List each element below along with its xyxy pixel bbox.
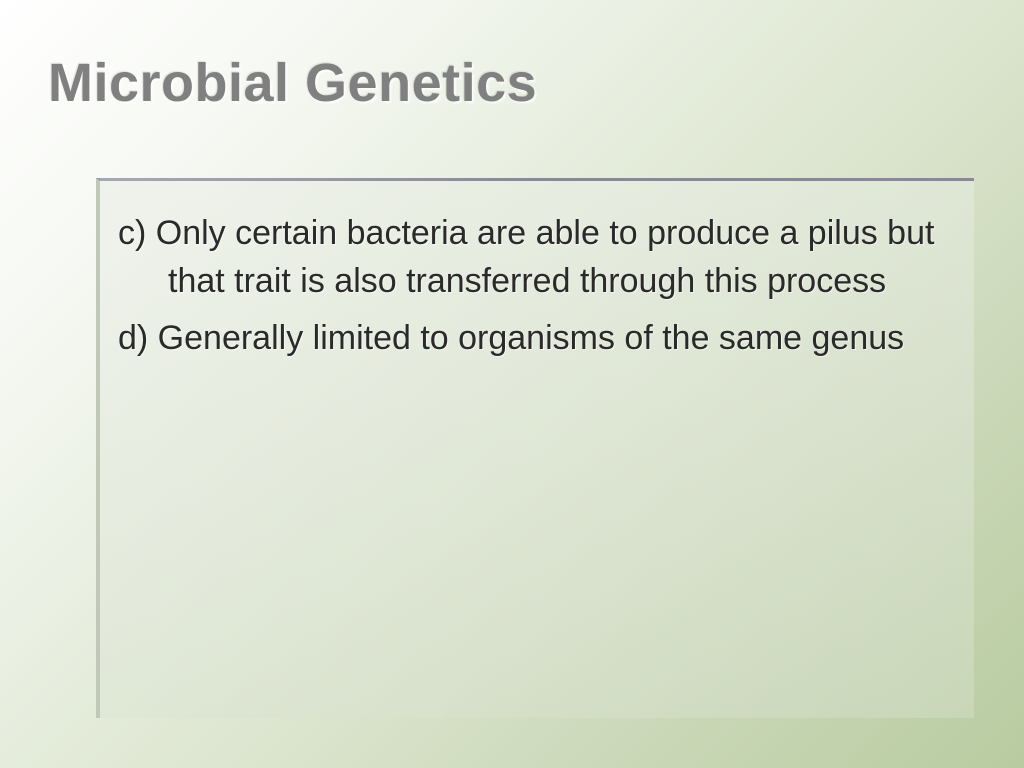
content-box: c) Only certain bacteria are able to pro…: [96, 178, 974, 718]
bullet-item: c) Only certain bacteria are able to pro…: [168, 209, 940, 306]
slide-title: Microbial Genetics: [48, 52, 537, 114]
bullet-item: d) Generally limited to organisms of the…: [168, 314, 940, 362]
